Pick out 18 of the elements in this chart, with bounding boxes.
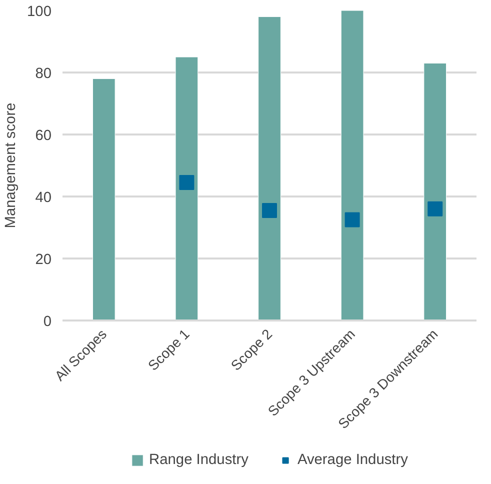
y-tick-label: 80 (35, 66, 52, 82)
point (428, 201, 443, 216)
legend-label: Average Industry (297, 452, 408, 468)
y-axis-title: Management score (3, 102, 20, 228)
point (262, 202, 277, 218)
point (179, 175, 194, 190)
bar (424, 62, 447, 320)
y-tick-label: 40 (35, 190, 52, 206)
bar (92, 78, 116, 320)
bar (340, 10, 364, 320)
y-tick-label: 0 (43, 314, 52, 330)
y-tick-label: 60 (35, 128, 52, 144)
bar (258, 16, 281, 320)
y-tick-label: 20 (35, 252, 52, 268)
y-tick-label: 100 (27, 4, 52, 20)
legend-label: Range Industry (149, 452, 248, 468)
bar (175, 56, 198, 320)
point (344, 212, 360, 228)
